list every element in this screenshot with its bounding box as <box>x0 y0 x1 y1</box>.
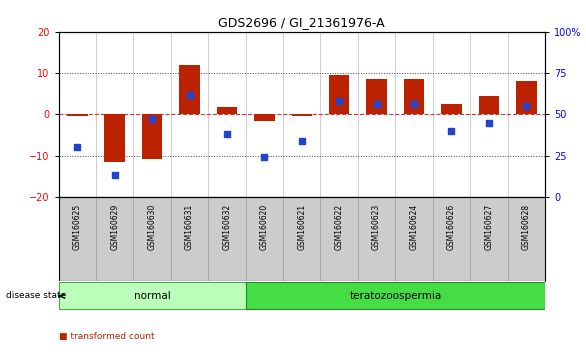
Text: GSM160626: GSM160626 <box>447 204 456 250</box>
Bar <box>67 114 87 116</box>
Point <box>335 98 344 104</box>
Point <box>372 102 381 107</box>
Bar <box>291 114 312 116</box>
Point <box>222 131 231 137</box>
Bar <box>142 114 162 159</box>
Bar <box>179 65 200 114</box>
Text: GSM160621: GSM160621 <box>297 204 306 250</box>
Text: GSM160623: GSM160623 <box>372 204 381 250</box>
Text: GSM160630: GSM160630 <box>148 204 156 250</box>
Point <box>522 103 531 109</box>
Text: GSM160625: GSM160625 <box>73 204 82 250</box>
Point <box>148 116 157 122</box>
Point <box>260 154 269 160</box>
Bar <box>217 107 237 114</box>
Bar <box>59 282 246 309</box>
Point <box>73 144 82 150</box>
Text: GSM160628: GSM160628 <box>522 204 531 250</box>
Text: GSM160624: GSM160624 <box>410 204 418 250</box>
Point <box>447 128 456 134</box>
Text: teratozoospermia: teratozoospermia <box>349 291 441 301</box>
Point <box>410 102 419 107</box>
Point <box>185 92 194 97</box>
Bar <box>329 75 349 114</box>
Point <box>110 173 120 178</box>
Text: normal: normal <box>134 291 171 301</box>
Text: GSM160620: GSM160620 <box>260 204 269 250</box>
Text: ■ transformed count: ■ transformed count <box>59 332 154 341</box>
Bar <box>254 114 275 121</box>
Text: disease state: disease state <box>6 291 66 301</box>
Point <box>297 138 306 144</box>
Bar <box>246 282 545 309</box>
Title: GDS2696 / GI_21361976-A: GDS2696 / GI_21361976-A <box>219 16 385 29</box>
Bar <box>404 79 424 114</box>
Bar <box>441 104 462 114</box>
Text: GSM160632: GSM160632 <box>223 204 231 250</box>
Text: GSM160627: GSM160627 <box>485 204 493 250</box>
Text: GSM160631: GSM160631 <box>185 204 194 250</box>
Point <box>484 120 493 125</box>
Bar <box>479 96 499 114</box>
Bar <box>104 114 125 162</box>
Bar <box>516 81 537 114</box>
Bar <box>366 79 387 114</box>
Text: GSM160622: GSM160622 <box>335 204 344 250</box>
Text: GSM160629: GSM160629 <box>110 204 119 250</box>
